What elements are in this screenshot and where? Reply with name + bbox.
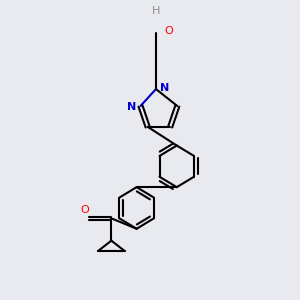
Text: O: O: [165, 26, 174, 36]
Text: N: N: [127, 102, 136, 112]
Text: H: H: [152, 6, 160, 16]
Text: O: O: [80, 206, 89, 215]
Text: N: N: [160, 83, 170, 94]
